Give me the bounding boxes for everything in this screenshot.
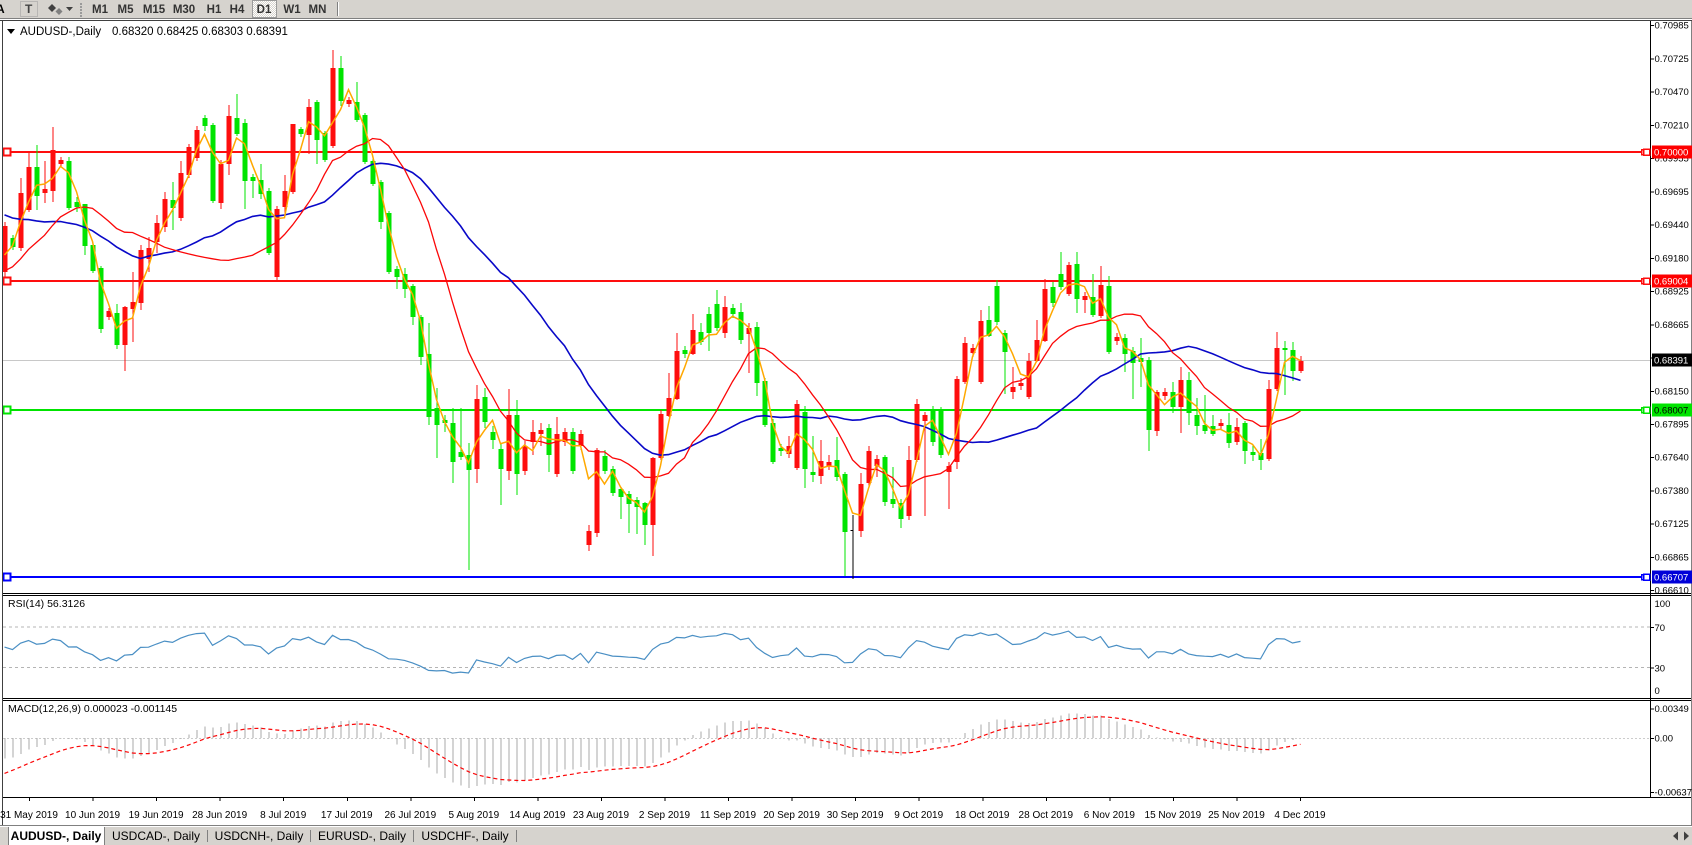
svg-text:AUDUSD-, Daily: AUDUSD-, Daily (11, 829, 102, 843)
svg-text:0.70985: 0.70985 (1655, 20, 1689, 31)
svg-text:0.70210: 0.70210 (1655, 120, 1689, 131)
svg-text:0.67895: 0.67895 (1655, 419, 1689, 430)
svg-text:T: T (25, 2, 33, 16)
svg-text:19 Jun 2019: 19 Jun 2019 (129, 810, 184, 821)
svg-text:15 Nov 2019: 15 Nov 2019 (1145, 810, 1202, 821)
svg-text:M15: M15 (143, 4, 166, 16)
svg-text:0.66610: 0.66610 (1655, 585, 1689, 596)
svg-text:0.67640: 0.67640 (1655, 452, 1689, 463)
svg-text:D1: D1 (257, 4, 272, 16)
svg-text:0.66865: 0.66865 (1655, 552, 1689, 563)
svg-text:9 Oct 2019: 9 Oct 2019 (894, 810, 943, 821)
svg-text:M1: M1 (92, 4, 109, 16)
svg-text:5 Aug 2019: 5 Aug 2019 (449, 810, 500, 821)
svg-text:EURUSD-, Daily: EURUSD-, Daily (318, 829, 406, 843)
svg-text:USDCAD-, Daily: USDCAD-, Daily (112, 829, 200, 843)
svg-text:0.68150: 0.68150 (1655, 386, 1689, 397)
svg-text:8 Jul 2019: 8 Jul 2019 (260, 810, 307, 821)
svg-text:100: 100 (1655, 599, 1671, 610)
svg-text:0.69695: 0.69695 (1655, 187, 1689, 198)
svg-text:2 Sep 2019: 2 Sep 2019 (639, 810, 691, 821)
svg-text:M30: M30 (173, 4, 195, 16)
svg-text:26 Jul 2019: 26 Jul 2019 (384, 810, 436, 821)
svg-text:11 Sep 2019: 11 Sep 2019 (700, 810, 756, 821)
svg-text:W1: W1 (283, 4, 301, 16)
svg-text:28 Jun 2019: 28 Jun 2019 (192, 810, 247, 821)
svg-text:USDCNH-, Daily: USDCNH-, Daily (215, 829, 304, 843)
svg-text:0.68320 0.68425 0.68303 0.6839: 0.68320 0.68425 0.68303 0.68391 (112, 26, 288, 38)
svg-text:0.68007: 0.68007 (1654, 406, 1688, 417)
svg-text:14 Aug 2019: 14 Aug 2019 (509, 810, 566, 821)
svg-text:0.70000: 0.70000 (1654, 148, 1688, 159)
svg-text:18 Oct 2019: 18 Oct 2019 (955, 810, 1010, 821)
svg-text:0: 0 (1655, 686, 1660, 697)
svg-text:0.67125: 0.67125 (1655, 519, 1689, 530)
svg-text:30: 30 (1655, 663, 1666, 674)
svg-text:0.69440: 0.69440 (1655, 220, 1689, 231)
svg-text:10 Jun 2019: 10 Jun 2019 (65, 810, 120, 821)
svg-text:70: 70 (1655, 623, 1666, 634)
svg-text:0.66707: 0.66707 (1654, 573, 1688, 584)
svg-text:0.69955: 0.69955 (1655, 153, 1689, 164)
svg-text:23 Aug 2019: 23 Aug 2019 (573, 810, 630, 821)
svg-text:0.68925: 0.68925 (1655, 286, 1689, 297)
svg-text:17 Jul 2019: 17 Jul 2019 (321, 810, 373, 821)
svg-text:H4: H4 (230, 4, 245, 16)
svg-text:-0.00637: -0.00637 (1655, 788, 1692, 799)
svg-text:0.00349: 0.00349 (1655, 704, 1689, 715)
svg-text:0.69180: 0.69180 (1655, 253, 1689, 264)
svg-text:0.70470: 0.70470 (1655, 87, 1689, 98)
svg-text:RSI(14) 56.3126: RSI(14) 56.3126 (8, 598, 85, 610)
svg-text:H1: H1 (207, 4, 222, 16)
svg-text:AUDUSD-,Daily: AUDUSD-,Daily (20, 26, 101, 38)
svg-text:A: A (0, 2, 5, 16)
svg-text:25 Nov 2019: 25 Nov 2019 (1208, 810, 1265, 821)
svg-text:20 Sep 2019: 20 Sep 2019 (763, 810, 820, 821)
svg-text:6 Nov 2019: 6 Nov 2019 (1084, 810, 1136, 821)
svg-text:31 May 2019: 31 May 2019 (0, 810, 58, 821)
svg-text:0.68665: 0.68665 (1655, 320, 1689, 331)
svg-text:USDCHF-, Daily: USDCHF-, Daily (421, 829, 508, 843)
svg-text:0.70725: 0.70725 (1655, 54, 1689, 65)
svg-text:0.69004: 0.69004 (1654, 277, 1688, 288)
svg-text:0.00: 0.00 (1655, 734, 1674, 745)
svg-text:4 Dec 2019: 4 Dec 2019 (1274, 810, 1326, 821)
svg-text:28 Oct 2019: 28 Oct 2019 (1019, 810, 1074, 821)
svg-text:MACD(12,26,9) 0.000023 -0.0011: MACD(12,26,9) 0.000023 -0.001145 (8, 703, 177, 715)
svg-text:0.68391: 0.68391 (1654, 356, 1688, 367)
svg-text:30 Sep 2019: 30 Sep 2019 (827, 810, 884, 821)
svg-text:M5: M5 (118, 4, 135, 16)
svg-text:0.67380: 0.67380 (1655, 486, 1689, 497)
svg-text:MN: MN (309, 4, 327, 16)
